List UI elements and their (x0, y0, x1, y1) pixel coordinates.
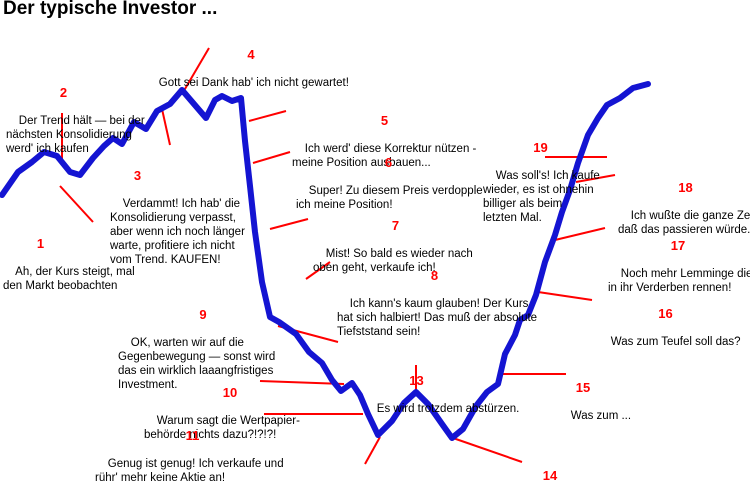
leader-line-3 (161, 108, 171, 146)
annotation-13-number: 13 (409, 373, 424, 388)
leader-lines (59, 47, 616, 465)
annotation-10-text: Warum sagt die Wertpapier- behörde nicht… (144, 415, 300, 441)
annotation-1-number: 1 (36, 236, 45, 251)
leader-line-1 (59, 185, 94, 223)
leader-line-4 (181, 47, 210, 95)
annotation-18-text: Ich wußte die ganze Zeit, daß das passie… (618, 210, 750, 236)
annotation-10-number: 10 (222, 385, 238, 400)
annotation-7-number: 7 (391, 218, 400, 233)
price-line (0, 81, 651, 441)
annotation-17-text: Noch mehr Lemminge die in ihr Verderben … (608, 268, 750, 294)
annotation-3-number: 3 (133, 168, 142, 183)
annotation-17: 17 Noch mehr Lemminge die in ihr Verderb… (608, 210, 750, 309)
page-title: Der typische Investor ... (3, 0, 218, 19)
annotation-11-number: 11 (185, 428, 200, 443)
annotation-15-number: 15 (575, 380, 591, 395)
annotation-3-text: Verdammt! Ich hab' die Konsolidierung ve… (110, 198, 245, 266)
annotation-12: 12 Zum Glück hab' ich alles verkauft! (283, 465, 473, 495)
annotation-14-number: 14 (542, 468, 558, 483)
leader-line-12 (364, 436, 381, 465)
leader-line-7 (269, 218, 309, 230)
annotation-9-text: OK, warten wir auf die Gegenbewegung — s… (118, 337, 276, 391)
annotation-2-number: 2 (59, 85, 68, 100)
leader-line-10 (259, 380, 345, 385)
annotation-8-text: Ich kann's kaum glauben! Der Kurs hat si… (337, 298, 538, 338)
annotation-1-text: Ah, der Kurs steigt, mal den Markt beoba… (3, 266, 135, 292)
annotation-13-text: Es wird trotzdem abstürzen. (376, 403, 520, 415)
annotation-5-number: 5 (380, 113, 389, 128)
leader-line-18 (575, 174, 616, 183)
annotation-18: 18 Ich wußte die ganze Zeit, daß das pas… (618, 152, 750, 251)
annotation-18-number: 18 (678, 180, 693, 195)
annotation-15: 15 Was zum ... (558, 352, 668, 437)
leader-line-16 (537, 291, 593, 301)
annotation-4-text: Gott sei Dank hab' ich nicht gewartet! (158, 77, 349, 89)
leader-line-5 (248, 110, 287, 122)
annotation-8: 8 Ich kann's kaum glauben! Der Kurs hat … (337, 240, 552, 353)
annotation-19-number: 19 (533, 140, 548, 155)
annotation-9-number: 9 (199, 307, 207, 322)
annotation-10: 10 Warum sagt die Wertpapier- behörde ni… (144, 357, 324, 456)
annotation-7-text: Mist! So bald es wieder nach oben geht, … (313, 248, 473, 274)
leader-line-8 (305, 261, 331, 280)
annotation-19-text: Was soll's! Ich kaufe wieder, es ist ohn… (483, 170, 600, 224)
annotation-8-number: 8 (430, 268, 439, 283)
annotation-14: 14 Was hab' ich gesagt. (490, 440, 640, 495)
annotation-4: 4 Gott sei Dank hab' ich nicht gewartet! (146, 19, 356, 104)
leader-line-14 (452, 437, 523, 463)
annotation-16-number: 16 (658, 306, 673, 321)
annotation-6: 6 Super! Zu diesem Preis verdopple ich m… (296, 127, 496, 226)
annotation-16: 16 Was zum Teufel soll das? (598, 278, 748, 363)
annotation-17-number: 17 (670, 238, 686, 253)
annotation-2: 2 Der Trend hält — bei der nächsten Kons… (6, 57, 171, 170)
annotation-3: 3 Verdammt! Ich hab' die Konsolidierung … (110, 140, 295, 281)
annotation-11: 11 Genug ist genug! Ich verkaufe und rüh… (95, 400, 295, 495)
annotation-13: 13 Es wird trotzdem abstürzen. (364, 345, 524, 430)
annotation-5-text: Ich werd' diese Korrektur nützen - meine… (292, 143, 477, 169)
leader-line-17 (554, 227, 606, 241)
leader-line-6 (252, 151, 291, 164)
annotation-15-text: Was zum ... (570, 410, 632, 422)
annotation-19: 19 Was soll's! Ich kaufe wieder, es ist … (483, 112, 613, 239)
annotation-4-number: 4 (247, 47, 255, 62)
annotation-12-number: 12 (283, 493, 448, 495)
annotation-2-text: Der Trend hält — bei der nächsten Konsol… (6, 115, 145, 155)
annotation-16-text: Was zum Teufel soll das? (610, 336, 741, 348)
annotation-6-number: 6 (384, 155, 393, 170)
annotation-5: 5 Ich werd' diese Korrektur nützen - mei… (292, 85, 492, 184)
annotation-9: 9 OK, warten wir auf die Gegenbewegung —… (118, 279, 308, 406)
annotation-1: 1 Ah, der Kurs steigt, mal den Markt beo… (3, 208, 173, 307)
annotation-6-text: Super! Zu diesem Preis verdopple ich mei… (296, 185, 483, 211)
annotation-11-text: Genug ist genug! Ich verkaufe und rühr' … (95, 458, 284, 484)
annotation-7: 7 Mist! So bald es wieder nach oben geht… (313, 190, 493, 289)
